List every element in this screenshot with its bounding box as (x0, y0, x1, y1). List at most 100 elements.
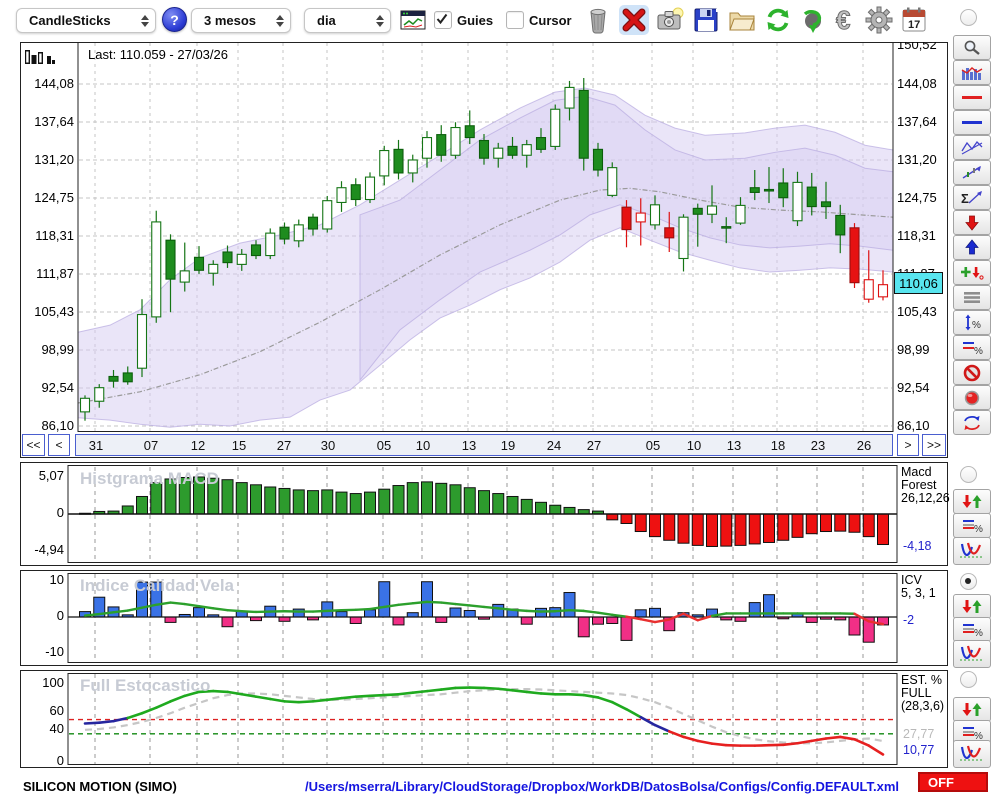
lines-percent-icon: % (963, 727, 983, 741)
calendar-icon[interactable]: 17 (899, 5, 929, 35)
icv-value: -2 (903, 613, 915, 627)
price-axis-label: 92,54 (897, 380, 930, 395)
indicator-chart-icon (961, 67, 983, 80)
cursor-checkbox[interactable] (506, 11, 524, 29)
date-tick-label: 31 (88, 438, 104, 453)
macd-radio[interactable] (960, 466, 977, 483)
price-axis-label: 131,20 (897, 152, 937, 167)
date-tick-label: 30 (320, 438, 336, 453)
icv-name-line: ICV (901, 573, 922, 587)
date-axis-strip[interactable]: 31 07 12 15 27 30 05 10 13 19 24 27 05 10 13 18 23 26 (75, 434, 893, 456)
price-axis-label: 137,64 (897, 114, 937, 129)
save-floppy-icon[interactable] (691, 5, 721, 35)
euro-icon[interactable]: € (831, 5, 861, 35)
guies-checkbox[interactable] (434, 11, 452, 29)
red-down-arrow-icon (965, 215, 979, 231)
price-axis-label: 118,31 (35, 228, 74, 243)
buy-arrow-tool-button[interactable] (953, 235, 991, 260)
stoch-name-line: FULL (901, 686, 932, 700)
icv-arrows-button[interactable] (953, 594, 991, 619)
icv-curve-button[interactable] (953, 640, 991, 668)
vertical-percent-tool-button[interactable]: % (953, 310, 991, 335)
blue-hline-tool-button[interactable] (953, 110, 991, 135)
zigzag-icon (961, 140, 983, 155)
snapshot-camera-icon[interactable] (655, 5, 685, 35)
stoch-axis-label: 60 (49, 703, 64, 718)
chart-type-value: CandleSticks (29, 13, 111, 28)
period-select[interactable]: dia (304, 8, 391, 33)
scroll-prev-button[interactable]: < (48, 434, 70, 456)
volume-toggle-icon[interactable] (24, 47, 56, 72)
icv-chart-canvas[interactable] (20, 570, 948, 666)
zoom-tool-button[interactable] (953, 35, 991, 60)
date-tick-label: 27 (276, 438, 292, 453)
red-hline-tool-button[interactable] (953, 85, 991, 110)
undo-sync-icon[interactable] (797, 5, 827, 35)
macd-axis-label: -4,94 (34, 542, 64, 557)
date-tick-label: 23 (810, 438, 826, 453)
cursor-label: Cursor (529, 13, 572, 28)
levels-menu-tool-button[interactable] (953, 285, 991, 310)
record-tool-button[interactable] (953, 385, 991, 410)
date-tick-label: 15 (231, 438, 247, 453)
stoch-axis-label: 0 (56, 753, 64, 768)
macd-levels-button[interactable]: % (953, 513, 991, 538)
scroll-first-button[interactable]: << (22, 434, 45, 456)
open-folder-icon[interactable] (727, 5, 757, 35)
macd-axis-label: 0 (56, 505, 64, 520)
red-line-icon (962, 96, 982, 99)
disable-tool-button[interactable] (953, 360, 991, 385)
sum-trend-tool-button[interactable]: Σ (953, 185, 991, 210)
timeframe-select[interactable]: 3 mesos (191, 8, 291, 33)
menu-lines-icon (964, 292, 980, 303)
help-button[interactable]: ? (162, 7, 187, 32)
blue-up-arrow-icon (965, 239, 979, 255)
sell-arrow-tool-button[interactable] (953, 210, 991, 235)
last-price-tag: 110,06 (894, 272, 943, 294)
price-axis-label: 137,64 (34, 114, 74, 129)
delete-x-icon[interactable] (619, 5, 649, 35)
forbidden-icon (963, 364, 981, 381)
refresh-icon[interactable] (763, 5, 793, 35)
stoch-radio[interactable] (960, 671, 977, 688)
macd-arrows-button[interactable] (953, 489, 991, 514)
add-marker-tool-button[interactable] (953, 260, 991, 285)
icv-watermark: Indice Calidad Vela (80, 576, 235, 595)
add-marker-icon (961, 267, 984, 280)
compare-arrows-icon (964, 415, 980, 430)
stoch-d-value: 27,77 (903, 727, 935, 741)
off-toggle-button[interactable]: OFF (918, 772, 988, 792)
price-axis-label: 144,08 (34, 76, 74, 91)
macd-histogram-canvas[interactable] (20, 462, 948, 566)
trendline-tool-button[interactable] (953, 160, 991, 185)
stochastic-chart-canvas[interactable] (20, 670, 948, 768)
icv-radio[interactable] (960, 573, 977, 590)
price-axis-label: 86,10 (41, 418, 74, 433)
toolbar-radio[interactable] (960, 9, 977, 26)
lines-percent-tool-button[interactable]: % (953, 335, 991, 360)
icv-axis-label: 0 (56, 608, 64, 623)
candlestick-chart-canvas[interactable] (20, 42, 948, 434)
stoch-name-line: EST. % (901, 673, 942, 687)
price-axis-label: 92,54 (41, 380, 74, 395)
indicator-chart-button[interactable] (953, 60, 991, 85)
chart-type-select[interactable]: CandleSticks (16, 8, 156, 33)
scroll-next-button[interactable]: > (897, 434, 919, 456)
double-curve-icon (960, 645, 984, 660)
svg-text:%: % (974, 731, 983, 741)
date-tick-label: 19 (500, 438, 516, 453)
date-tick-label: 26 (856, 438, 872, 453)
macd-curve-button[interactable] (953, 537, 991, 565)
trash-icon[interactable] (583, 5, 613, 35)
icv-levels-button[interactable]: % (953, 617, 991, 642)
stoch-arrows-button[interactable] (953, 697, 991, 722)
chart-window-icon[interactable] (398, 5, 428, 35)
stoch-curve-button[interactable] (953, 740, 991, 768)
settings-gear-icon[interactable] (864, 5, 894, 35)
lines-percent-icon: % (963, 342, 983, 356)
compare-refresh-tool-button[interactable] (953, 410, 991, 435)
guies-label: Guies (457, 13, 494, 28)
svg-text:%: % (974, 346, 983, 356)
scroll-last-button[interactable]: >> (922, 434, 946, 456)
zigzag-channel-tool-button[interactable] (953, 135, 991, 160)
